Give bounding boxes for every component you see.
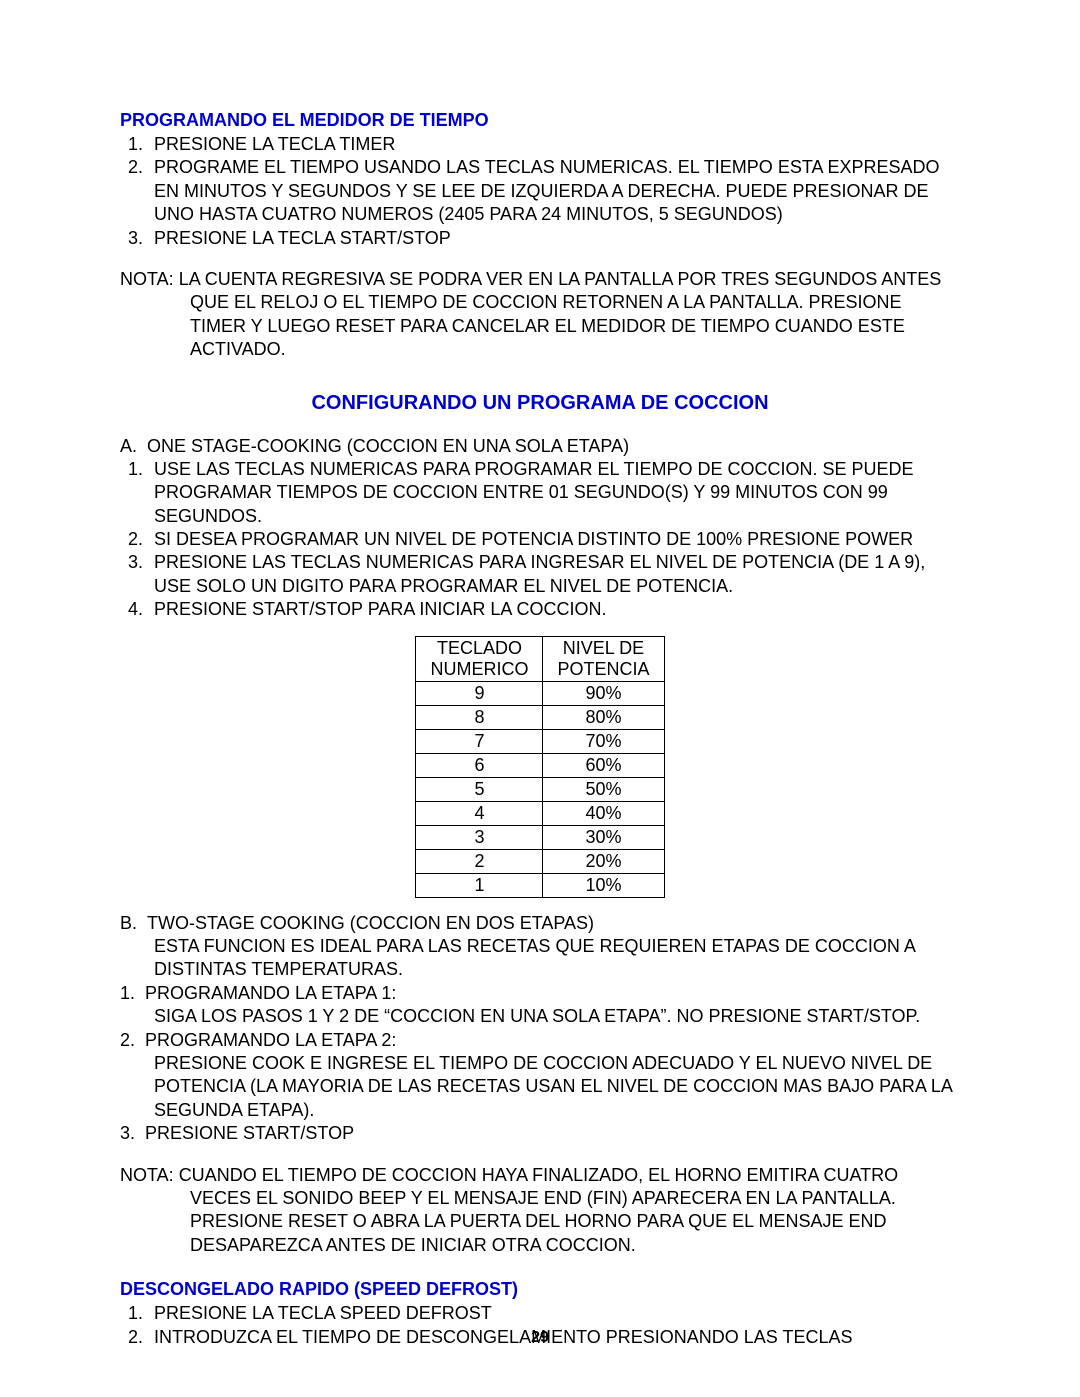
table-row: 220% <box>416 849 664 873</box>
cell: 10% <box>543 873 664 897</box>
cell: 90% <box>543 681 664 705</box>
list-item: USE LAS TECLAS NUMERICAS PARA PROGRAMAR … <box>148 458 960 528</box>
table-row: 330% <box>416 825 664 849</box>
item-body: SIGA LOS PASOS 1 Y 2 DE “COCCION EN UNA … <box>154 1006 920 1026</box>
table-row: 990% <box>416 681 664 705</box>
item-num: 3. <box>120 1123 135 1143</box>
table-row: 110% <box>416 873 664 897</box>
cell: 80% <box>543 705 664 729</box>
part-b-title: B. TWO-STAGE COOKING (COCCION EN DOS ETA… <box>120 912 960 982</box>
cell: 5 <box>416 777 543 801</box>
cell: 1 <box>416 873 543 897</box>
list-item: PRESIONE LA TECLA SPEED DEFROST <box>148 1302 960 1325</box>
note-body: LA CUENTA REGRESIVA SE PODRA VER EN LA P… <box>179 269 942 359</box>
part-b-item-1: 1. PROGRAMANDO LA ETAPA 1: SIGA LOS PASO… <box>120 982 960 1029</box>
list-item: PRESIONE LAS TECLAS NUMERICAS PARA INGRE… <box>148 551 960 598</box>
cell: 9 <box>416 681 543 705</box>
note-label: NOTA: <box>120 1165 174 1185</box>
part-b-item-2: 2. PROGRAMANDO LA ETAPA 2: PRESIONE COOK… <box>120 1029 960 1123</box>
timer-note: NOTA: LA CUENTA REGRESIVA SE PODRA VER E… <box>120 268 960 362</box>
table-row: 440% <box>416 801 664 825</box>
part-b-item-3: 3. PRESIONE START/STOP <box>120 1122 960 1145</box>
list-item: PRESIONE LA TECLA START/STOP <box>148 227 960 250</box>
cell: 30% <box>543 825 664 849</box>
heading-cooking: CONFIGURANDO UN PROGRAMA DE COCCION <box>120 392 960 415</box>
power-table: TECLADONUMERICO NIVEL DEPOTENCIA 990% 88… <box>415 636 664 898</box>
part-a-title: A. ONE STAGE-COOKING (COCCION EN UNA SOL… <box>120 435 960 458</box>
heading-timer: PROGRAMANDO EL MEDIDOR DE TIEMPO <box>120 110 960 131</box>
table-header-row: TECLADONUMERICO NIVEL DEPOTENCIA <box>416 636 664 681</box>
cell: 40% <box>543 801 664 825</box>
cell: 70% <box>543 729 664 753</box>
item-num: 1. <box>120 983 135 1003</box>
cell: 60% <box>543 753 664 777</box>
list-item: PROGRAME EL TIEMPO USANDO LAS TECLAS NUM… <box>148 156 960 226</box>
item-head: PRESIONE START/STOP <box>145 1123 354 1143</box>
part-a: A. ONE STAGE-COOKING (COCCION EN UNA SOL… <box>120 435 960 622</box>
item-head: PROGRAMANDO LA ETAPA 1: <box>145 983 396 1003</box>
timer-list: PRESIONE LA TECLA TIMER PROGRAME EL TIEM… <box>120 133 960 250</box>
table-row: 660% <box>416 753 664 777</box>
table-header: TECLADONUMERICO <box>416 636 543 681</box>
table-row: 880% <box>416 705 664 729</box>
part-b-label: B. <box>120 913 137 933</box>
table-row: 550% <box>416 777 664 801</box>
list-item: PRESIONE START/STOP PARA INICIAR LA COCC… <box>148 598 960 621</box>
part-b-intro: ESTA FUNCION ES IDEAL PARA LAS RECETAS Q… <box>154 936 915 979</box>
list-item: PRESIONE LA TECLA TIMER <box>148 133 960 156</box>
cell: 4 <box>416 801 543 825</box>
list-item: SI DESEA PROGRAMAR UN NIVEL DE POTENCIA … <box>148 528 960 551</box>
item-num: 2. <box>120 1030 135 1050</box>
table-header: NIVEL DEPOTENCIA <box>543 636 664 681</box>
note-body: CUANDO EL TIEMPO DE COCCION HAYA FINALIZ… <box>179 1165 898 1255</box>
part-a-text: ONE STAGE-COOKING (COCCION EN UNA SOLA E… <box>147 436 629 456</box>
part-b-text: TWO-STAGE COOKING (COCCION EN DOS ETAPAS… <box>147 913 594 933</box>
item-body: PRESIONE COOK E INGRESE EL TIEMPO DE COC… <box>154 1053 952 1120</box>
part-a-label: A. <box>120 436 137 456</box>
item-head: PROGRAMANDO LA ETAPA 2: <box>145 1030 396 1050</box>
note-label: NOTA: <box>120 269 174 289</box>
cell: 20% <box>543 849 664 873</box>
cell: 7 <box>416 729 543 753</box>
document-page: PROGRAMANDO EL MEDIDOR DE TIEMPO PRESION… <box>0 0 1080 1397</box>
cell: 2 <box>416 849 543 873</box>
cell: 6 <box>416 753 543 777</box>
page-number: 29 <box>0 1329 1080 1347</box>
part-a-list: USE LAS TECLAS NUMERICAS PARA PROGRAMAR … <box>120 458 960 622</box>
cell: 3 <box>416 825 543 849</box>
part-b: B. TWO-STAGE COOKING (COCCION EN DOS ETA… <box>120 912 960 1146</box>
cooking-note: NOTA: CUANDO EL TIEMPO DE COCCION HAYA F… <box>120 1164 960 1258</box>
section-timer: PROGRAMANDO EL MEDIDOR DE TIEMPO PRESION… <box>120 110 960 362</box>
heading-defrost: DESCONGELADO RAPIDO (SPEED DEFROST) <box>120 1279 960 1300</box>
table-row: 770% <box>416 729 664 753</box>
cell: 50% <box>543 777 664 801</box>
cell: 8 <box>416 705 543 729</box>
